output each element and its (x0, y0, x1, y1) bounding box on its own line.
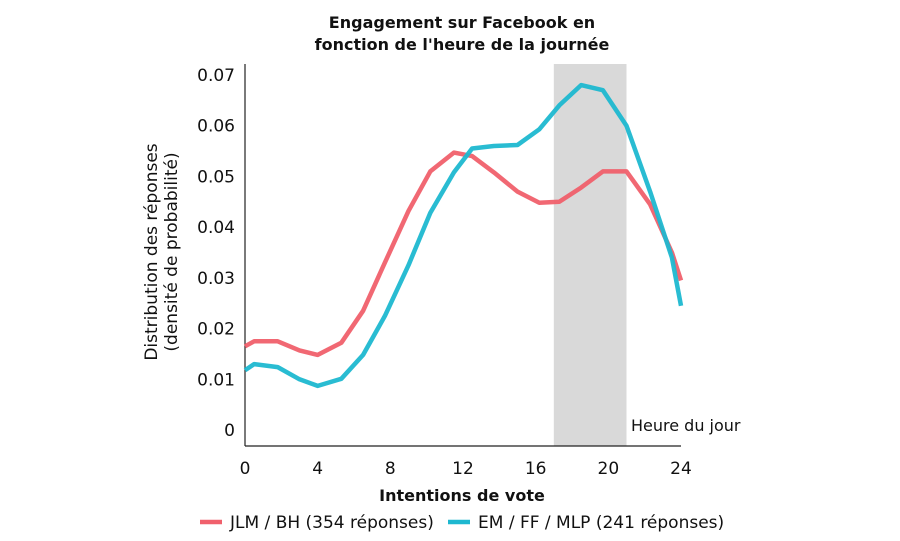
y-tick-label: 0.04 (197, 218, 235, 238)
x-axis-annotation: Heure du jour (631, 416, 741, 435)
y-tick-label: 0.05 (197, 167, 235, 187)
y-tick-label: 0.01 (197, 370, 235, 390)
y-axis-label-line2: (densité de probabilité) (162, 152, 182, 351)
y-tick-label: 0 (224, 421, 235, 441)
x-axis-label: Intentions de vote (379, 486, 545, 505)
legend: JLM / BH (354 réponses) EM / FF / MLP (24… (200, 513, 724, 533)
chart-title-line2: fonction de l'heure de la journée (315, 35, 610, 54)
x-tick-label: 8 (385, 459, 396, 479)
chart-title-line1: Engagement sur Facebook en (329, 13, 595, 32)
x-tick-label: 12 (452, 459, 474, 479)
y-tick-labels: 0 0.01 0.02 0.03 0.04 0.05 0.06 0.07 (197, 66, 235, 441)
y-axis-label-line1: Distribution des réponses (142, 143, 162, 360)
legend-label-1: JLM / BH (354 réponses) (229, 513, 434, 533)
y-tick-label: 0.03 (197, 269, 235, 289)
series-lines (243, 82, 684, 389)
x-tick-label: 0 (240, 459, 251, 479)
x-tick-label: 16 (525, 459, 547, 479)
y-tick-label: 0.02 (197, 320, 235, 340)
legend-label-2: EM / FF / MLP (241 réponses) (478, 513, 724, 533)
series-line-2 (243, 82, 684, 389)
x-tick-label: 24 (670, 459, 692, 479)
y-tick-label: 0.07 (197, 66, 235, 86)
y-tick-label: 0.06 (197, 117, 235, 137)
x-tick-label: 4 (312, 459, 323, 479)
x-tick-labels: 0 4 8 12 16 20 24 (240, 459, 692, 479)
x-tick-label: 20 (598, 459, 620, 479)
series-line-1 (243, 150, 684, 358)
highlight-band (553, 64, 627, 446)
